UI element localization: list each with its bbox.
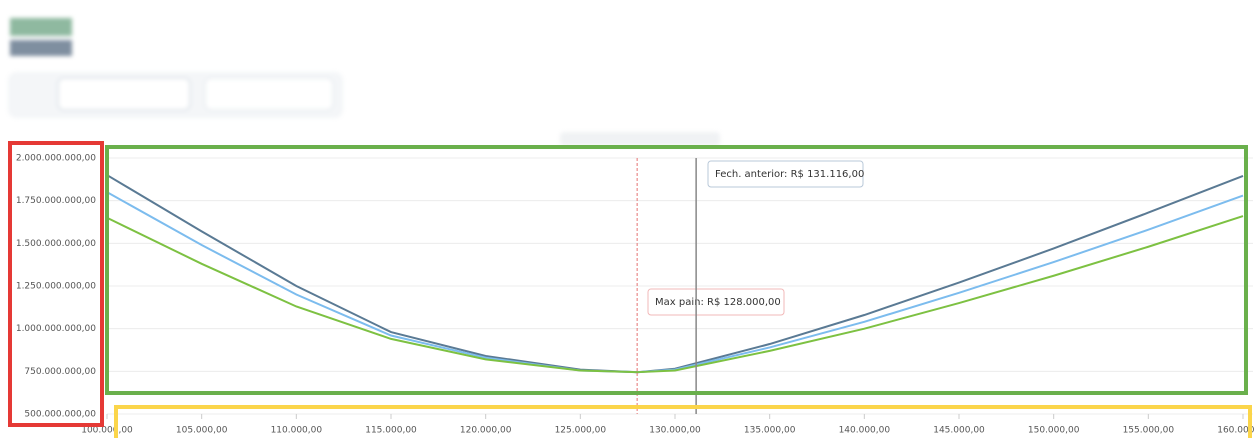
y-tick-label: 2.000.000.000,00 xyxy=(16,154,96,164)
x-tick-label: 125.000,00 xyxy=(555,426,607,436)
tooltip xyxy=(707,160,864,188)
dropdown[interactable] xyxy=(57,77,191,111)
x-tick-label: 150.000,00 xyxy=(1028,426,1080,436)
y-tick-label: 500.000.000,00 xyxy=(24,410,96,420)
highlight-box xyxy=(114,405,1252,438)
tooltip-label: Max pain: R$ 128.000,00 xyxy=(655,297,781,308)
y-tick-label: 1.750.000.000,00 xyxy=(16,196,96,206)
x-tick-label: 140.000,00 xyxy=(839,426,891,436)
x-tick-label: 110.000,00 xyxy=(271,426,323,436)
x-tick-label: 135.000,00 xyxy=(744,426,796,436)
highlight-box xyxy=(8,141,104,427)
x-tick-label: 155.000,00 xyxy=(1123,426,1175,436)
y-tick-label: 1.250.000.000,00 xyxy=(16,282,96,292)
logo xyxy=(10,18,72,36)
logo xyxy=(10,40,72,56)
tooltip-label: Fech. anterior: R$ 131.116,00 xyxy=(715,169,864,180)
plot: 500.000.000,00 750.000.000,00 1.000.000.00… xyxy=(16,154,1255,436)
legend xyxy=(560,132,720,146)
x-tick-label: 130.000,00 xyxy=(649,426,701,436)
y-tick-label: 1.500.000.000,00 xyxy=(16,239,96,249)
series-line xyxy=(106,174,1244,374)
x-tick-label: 120.000,00 xyxy=(460,426,512,436)
x-tick-label: 105.000,00 xyxy=(176,426,228,436)
highlight-box xyxy=(105,145,1248,395)
x-tick-label: 100.000,00 xyxy=(81,426,133,436)
blurred-header xyxy=(8,18,720,146)
x-tick-label: 160.000,00 xyxy=(1217,426,1255,436)
y-tick-label: 750.000.000,00 xyxy=(24,367,96,377)
series-line xyxy=(106,191,1244,374)
dropdown[interactable] xyxy=(204,77,334,111)
y-tick-label: 1.000.000.000,00 xyxy=(16,324,96,334)
x-tick-label: 115.000,00 xyxy=(365,426,417,436)
x-tick-label: 145.000,00 xyxy=(933,426,985,436)
tooltip xyxy=(647,288,785,316)
series-line xyxy=(106,215,1244,374)
